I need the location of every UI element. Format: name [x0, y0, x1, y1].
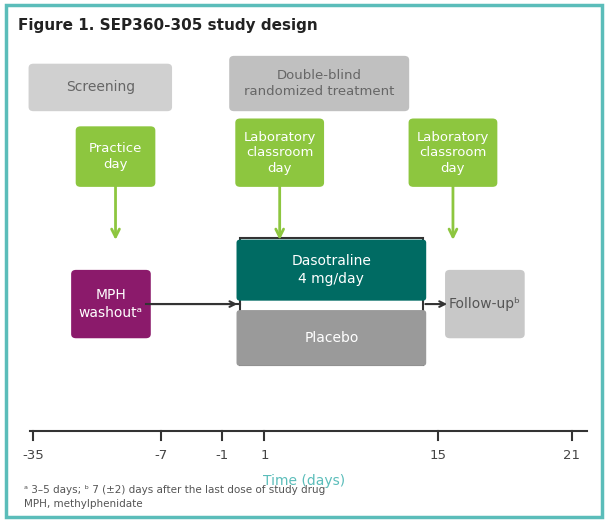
Text: Dasotraline
4 mg/day: Dasotraline 4 mg/day — [291, 255, 371, 286]
Text: Double-blind
randomized treatment: Double-blind randomized treatment — [244, 69, 395, 98]
Bar — [240, 238, 423, 365]
Text: MPH, methylphenidate: MPH, methylphenidate — [24, 499, 143, 508]
FancyBboxPatch shape — [71, 270, 151, 338]
FancyBboxPatch shape — [237, 240, 426, 301]
FancyBboxPatch shape — [409, 118, 497, 187]
Text: -7: -7 — [154, 449, 168, 462]
FancyBboxPatch shape — [237, 310, 426, 366]
Text: -1: -1 — [215, 449, 229, 462]
Text: Laboratory
classroom
day: Laboratory classroom day — [416, 130, 489, 175]
FancyBboxPatch shape — [445, 270, 525, 338]
Text: Laboratory
classroom
day: Laboratory classroom day — [243, 130, 316, 175]
Text: Time (days): Time (days) — [263, 474, 345, 488]
Text: Follow-upᵇ: Follow-upᵇ — [449, 297, 521, 311]
Text: Practice
day: Practice day — [89, 143, 142, 171]
Text: Placebo: Placebo — [304, 331, 359, 345]
Text: 1: 1 — [260, 449, 269, 462]
FancyBboxPatch shape — [229, 56, 409, 111]
FancyBboxPatch shape — [235, 118, 324, 187]
FancyBboxPatch shape — [29, 64, 172, 111]
Text: ᵃ 3–5 days; ᵇ 7 (±2) days after the last dose of study drug: ᵃ 3–5 days; ᵇ 7 (±2) days after the last… — [24, 485, 325, 495]
Text: Screening: Screening — [66, 80, 135, 94]
Text: 21: 21 — [563, 449, 580, 462]
Text: 15: 15 — [429, 449, 446, 462]
FancyBboxPatch shape — [75, 126, 155, 187]
Text: -35: -35 — [22, 449, 44, 462]
Text: MPH
washoutᵃ: MPH washoutᵃ — [79, 289, 143, 319]
Text: Figure 1. SEP360-305 study design: Figure 1. SEP360-305 study design — [18, 18, 318, 33]
